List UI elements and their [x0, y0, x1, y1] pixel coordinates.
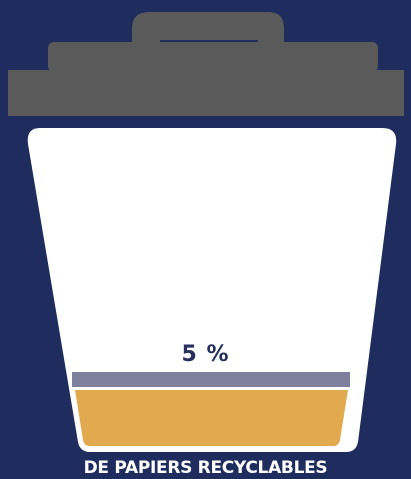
caption-text: DE PAPIERS RECYCLABLES: [83, 458, 328, 478]
lid-bottom: [8, 70, 404, 116]
bin-body: [27, 128, 397, 452]
lid-handle: [132, 12, 284, 48]
fill-level-bar: [72, 372, 350, 387]
fill-portion: [75, 390, 348, 446]
percentage-label: 5 %: [181, 342, 230, 367]
lid-top: [48, 42, 378, 72]
